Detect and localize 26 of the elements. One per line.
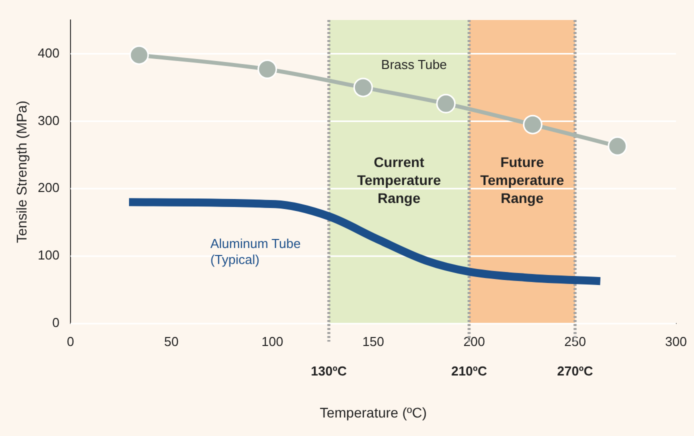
band-label: Current Temperature Range bbox=[357, 154, 442, 206]
x-tick-label: 0 bbox=[66, 334, 74, 349]
ref-line-label: 270ºC bbox=[557, 364, 594, 379]
x-tick-label: 50 bbox=[164, 334, 179, 349]
x-axis-title: Temperature (ºC) bbox=[320, 404, 427, 420]
x-tick-label: 100 bbox=[261, 334, 284, 349]
y-tick-label: 300 bbox=[38, 112, 60, 128]
point bbox=[353, 78, 373, 98]
x-tick-label: 200 bbox=[463, 334, 486, 349]
x-tick-label: 150 bbox=[362, 334, 384, 349]
point bbox=[436, 94, 456, 114]
ref-line-label: 130ºC bbox=[310, 364, 348, 379]
x-tick-label: 300 bbox=[665, 334, 687, 349]
y-axis-title: Tensile Strength (MPa) bbox=[13, 100, 30, 244]
y-tick-label: 400 bbox=[38, 45, 60, 60]
point bbox=[608, 136, 628, 156]
series-label: Brass Tube bbox=[381, 57, 447, 72]
y-tick-label: 100 bbox=[38, 248, 60, 263]
point bbox=[522, 114, 542, 134]
y-tick-label: 200 bbox=[38, 180, 60, 196]
point bbox=[258, 60, 278, 79]
band-label: Future Temperature Range bbox=[480, 154, 564, 206]
ref-line-label: 210ºC bbox=[451, 364, 488, 379]
y-tick-label: 0 bbox=[52, 315, 60, 330]
text: Aluminum Tube (Typical) bbox=[210, 236, 301, 267]
point bbox=[129, 45, 149, 65]
